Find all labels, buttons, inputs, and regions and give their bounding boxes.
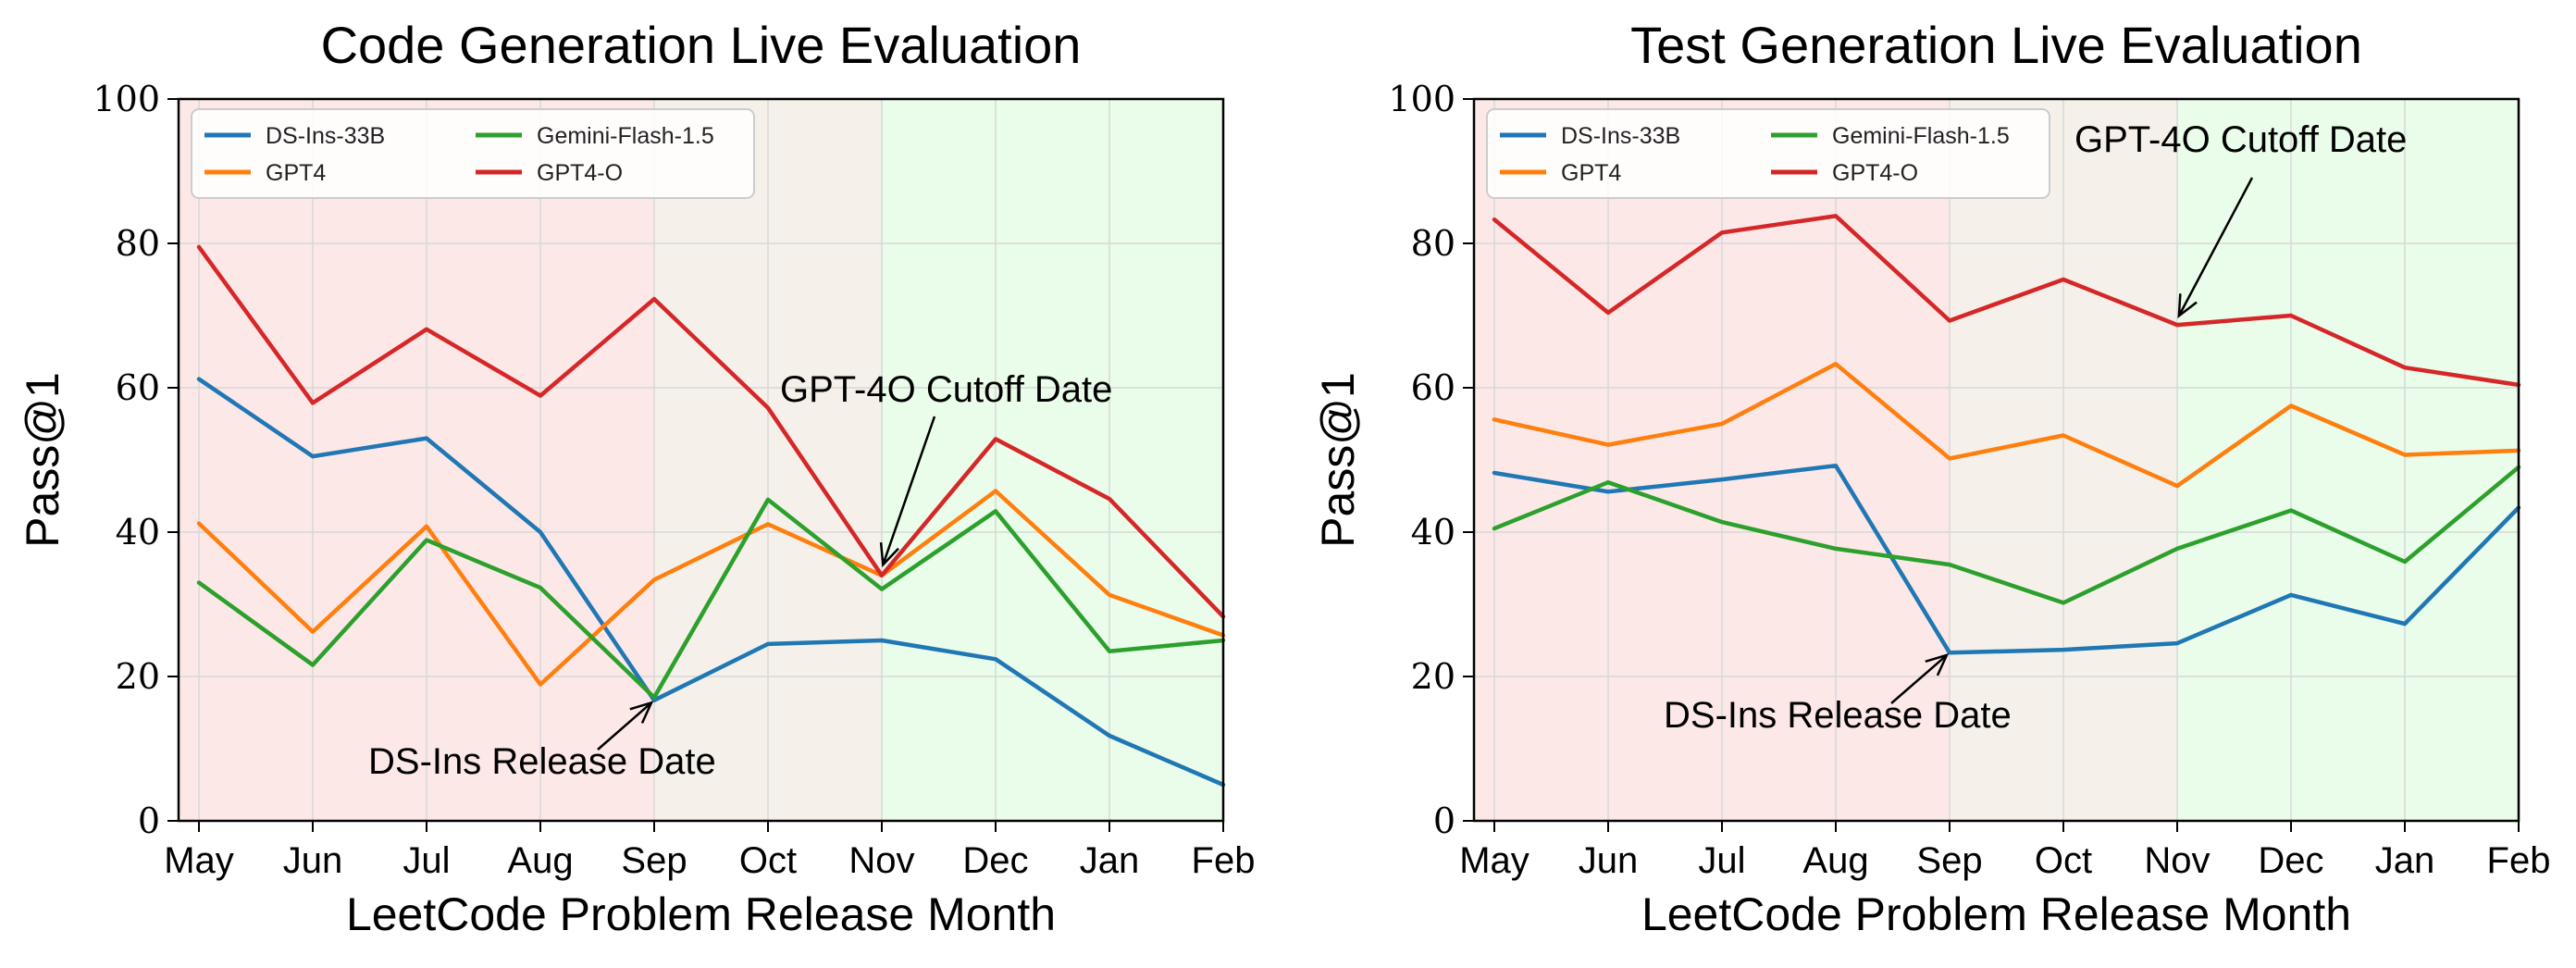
x-tick-label-feb: Feb bbox=[1192, 840, 1256, 881]
series-line-ds-ins-33b bbox=[1492, 463, 2521, 655]
x-tick-label-aug: Aug bbox=[1802, 840, 1868, 881]
y-tick-label-0: 0 bbox=[138, 800, 160, 841]
legend-label-gemini-flash-1-5: Gemini-Flash-1.5 bbox=[1832, 123, 2010, 149]
annotation-gpt-4o-cutoff-date: GPT-4O Cutoff Date bbox=[2074, 119, 2407, 160]
x-tick-label-jun: Jun bbox=[1579, 840, 1639, 881]
x-tick-label-oct: Oct bbox=[2035, 840, 2092, 881]
legend: DS-Ins-33B GPT4 Gemini-Flash-1.5 GPT4-O bbox=[1486, 108, 2050, 199]
y-tick-label-100: 100 bbox=[93, 79, 160, 119]
x-tick-label-jan: Jan bbox=[1080, 840, 1140, 881]
y-tick-label-80: 80 bbox=[116, 223, 160, 264]
shaded-region-1 bbox=[1474, 99, 1950, 821]
legend-label-ds-ins-33b: DS-Ins-33B bbox=[266, 123, 385, 149]
x-tick-label-may: May bbox=[1459, 840, 1530, 881]
annotation-ds-ins-release-date: DS-Ins Release Date bbox=[368, 741, 716, 782]
series-line-gemini-flash-1-5 bbox=[1492, 465, 2521, 605]
annotation-arrow-ds-ins-release-date bbox=[1890, 653, 1948, 704]
y-tick-label-60: 60 bbox=[1411, 367, 1455, 408]
y-tick-label-0: 0 bbox=[1433, 800, 1455, 841]
plot-frame bbox=[1472, 97, 2520, 823]
x-tick-label-sep: Sep bbox=[1916, 840, 1982, 881]
annotation-arrow-ds-ins-release-date bbox=[597, 701, 652, 751]
y-tick-label-60: 60 bbox=[116, 367, 160, 408]
series-line-gpt4-o bbox=[1492, 214, 2521, 388]
x-tick-label-jan: Jan bbox=[2375, 840, 2435, 881]
x-tick-label-jul: Jul bbox=[402, 840, 450, 881]
y-tick-label-40: 40 bbox=[1411, 512, 1455, 552]
plot-frame bbox=[177, 97, 1225, 823]
annotation-ds-ins-release-date: DS-Ins Release Date bbox=[1664, 695, 2012, 736]
y-tick-label-20: 20 bbox=[1411, 656, 1455, 697]
code-generation-chart: 0 20 40 60 80 100 May Jun Jul Aug Sep Oct Nov Dec Jan F… bbox=[17, 16, 1255, 940]
test-generation-chart: 0 20 40 60 80 100 May Jun Jul Aug Sep Oct Nov Dec Jan F… bbox=[1312, 16, 2550, 940]
legend-label-gpt4: GPT4 bbox=[1561, 160, 1621, 186]
x-tick-label-feb: Feb bbox=[2487, 840, 2551, 881]
legend: DS-Ins-33B GPT4 Gemini-Flash-1.5 GPT4-O bbox=[191, 108, 755, 199]
y-tick-label-80: 80 bbox=[1411, 223, 1455, 264]
y-tick-label-20: 20 bbox=[116, 656, 160, 697]
x-tick-label-jun: Jun bbox=[283, 840, 343, 881]
x-tick-label-jul: Jul bbox=[1698, 840, 1745, 881]
annotation-arrowhead-ds-ins-release-date bbox=[629, 701, 654, 724]
series-line-gemini-flash-1-5 bbox=[196, 497, 1226, 700]
series-line-gpt4-o bbox=[196, 244, 1226, 619]
legend-label-ds-ins-33b: DS-Ins-33B bbox=[1561, 123, 1680, 149]
shaded-region-3 bbox=[882, 99, 1223, 821]
legend-label-gemini-flash-1-5: Gemini-Flash-1.5 bbox=[537, 123, 714, 149]
annotation-gpt-4o-cutoff-date: GPT-4O Cutoff Date bbox=[780, 369, 1112, 410]
annotation-arrow-gpt-4o-cutoff-date bbox=[882, 416, 936, 565]
x-tick-label-sep: Sep bbox=[621, 840, 687, 881]
series-line-gpt4 bbox=[1492, 362, 2521, 489]
legend-box bbox=[1486, 108, 2050, 199]
annotation-arrowhead-ds-ins-release-date bbox=[1925, 652, 1950, 676]
x-axis-label: LeetCode Problem Release Month bbox=[346, 888, 1056, 940]
x-tick-label-may: May bbox=[164, 840, 234, 881]
series-line-ds-ins-33b bbox=[196, 377, 1226, 788]
annotation-arrowhead-gpt-4o-cutoff-date bbox=[879, 542, 899, 568]
x-tick-label-aug: Aug bbox=[507, 840, 573, 881]
legend-label-gpt4: GPT4 bbox=[266, 160, 326, 186]
annotation-arrow-gpt-4o-cutoff-date bbox=[2177, 177, 2254, 316]
x-tick-label-nov: Nov bbox=[848, 840, 914, 881]
legend-label-gpt4-o: GPT4-O bbox=[1832, 160, 1918, 186]
y-tick-label-100: 100 bbox=[1388, 79, 1455, 119]
legend-label-gpt4-o: GPT4-O bbox=[537, 160, 623, 186]
x-tick-label-dec: Dec bbox=[2258, 840, 2323, 881]
chart-title: Code Generation Live Evaluation bbox=[321, 16, 1082, 74]
y-axis-label: Pass@1 bbox=[1312, 372, 1364, 548]
shaded-region-1 bbox=[179, 99, 654, 821]
x-axis-label: LeetCode Problem Release Month bbox=[1641, 888, 2351, 940]
y-tick-label-40: 40 bbox=[116, 512, 160, 552]
x-tick-label-oct: Oct bbox=[739, 840, 797, 881]
shaded-region-3 bbox=[2177, 99, 2519, 821]
x-tick-label-dec: Dec bbox=[962, 840, 1028, 881]
series-line-gpt4 bbox=[196, 489, 1226, 687]
annotation-arrowhead-gpt-4o-cutoff-date bbox=[2177, 293, 2198, 319]
chart-title: Test Generation Live Evaluation bbox=[1630, 16, 2362, 74]
y-axis-label: Pass@1 bbox=[17, 372, 68, 548]
legend-box bbox=[191, 108, 755, 199]
x-tick-label-nov: Nov bbox=[2144, 840, 2210, 881]
